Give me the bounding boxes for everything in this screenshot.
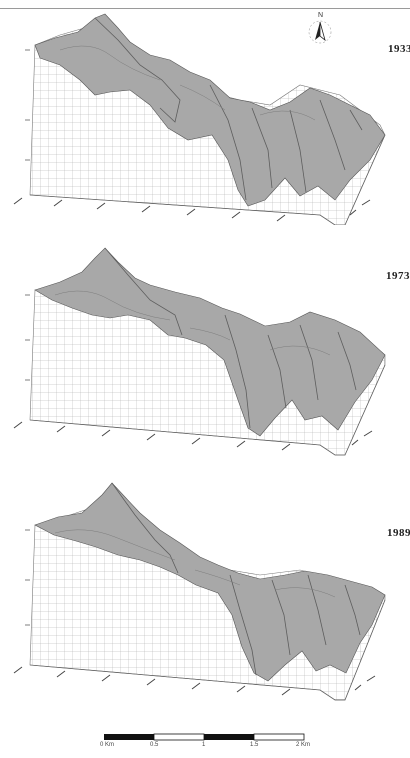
north-label: N [318,12,324,19]
year-label-1933: 1933 [388,43,410,55]
terrain-block-diagram [13,482,386,701]
terrain-block-diagram [13,247,386,456]
year-label-1989: 1989 [387,527,410,539]
year-label-1973: 1973 [386,270,410,282]
scale-label-4: 2 Km [296,742,311,748]
axis-ticks [13,666,376,696]
terrain-panel-1989: 1989 [0,475,410,710]
top-border-line [0,8,410,9]
north-arrow: N [300,12,340,48]
terrain-block-diagram [13,13,386,225]
scale-label-0: 0 Km [100,742,115,748]
axis-ticks [13,421,373,451]
scale-label-3: 1.5 [250,742,259,748]
terrain-panel-1933: 1933 [0,10,410,225]
scale-bar-graphic [104,733,305,741]
scale-label-2: 1 [202,742,206,748]
terrain-panel-1973: 1973 [0,240,410,460]
axis-ticks [13,197,371,222]
north-arrow-icon [308,20,332,44]
scale-bar: 0 Km 0.5 1 1.5 2 Km [100,730,316,750]
scale-label-1: 0.5 [150,742,159,748]
